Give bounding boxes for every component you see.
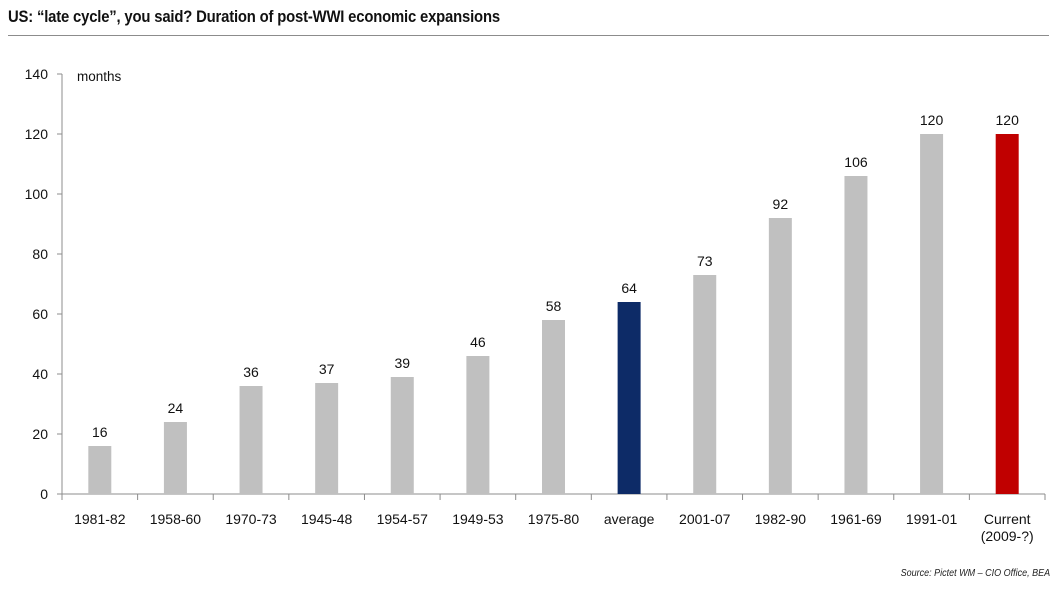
y-axis: 0 20 40 60 80 100 120 140 — [25, 66, 63, 502]
bar-11 — [920, 134, 944, 494]
x-tick-label: 2001-07 — [679, 511, 731, 527]
x-tick-label: 1975-80 — [528, 511, 580, 527]
bar-10 — [844, 176, 868, 494]
data-labels: 16 24 36 37 39 46 58 64 73 92 106 120 120 — [92, 112, 1019, 440]
y-tick-label: 0 — [40, 486, 48, 502]
bar-9 — [768, 218, 792, 494]
y-tick-label: 120 — [25, 126, 49, 142]
bar-6 — [542, 320, 565, 494]
x-tick-label: 1961-69 — [830, 511, 882, 527]
bar-4 — [390, 377, 414, 494]
y-tick-label: 20 — [32, 426, 48, 442]
x-tick-label: 1954-57 — [377, 511, 429, 527]
x-tick-label: 1958-60 — [150, 511, 202, 527]
data-label: 24 — [168, 400, 184, 416]
data-label: 46 — [470, 334, 486, 350]
bar-12 — [995, 134, 1019, 494]
data-label: 36 — [243, 364, 259, 380]
x-axis: 1981-82 1958-60 1970-73 1945-48 1954-57 1949-… — [61, 493, 1046, 544]
x-tick-label: average — [604, 511, 655, 527]
bar-3 — [315, 383, 339, 494]
data-label: 120 — [996, 112, 1020, 128]
y-tick-label: 140 — [25, 66, 49, 82]
data-label: 106 — [844, 154, 868, 170]
x-tick-label: 1981-82 — [74, 511, 126, 527]
x-tick-label: 1949-53 — [452, 511, 504, 527]
x-tick-label: 1991-01 — [906, 511, 958, 527]
source-note: Source: Pictet WM – CIO Office, BEA — [900, 568, 1050, 579]
data-label: 58 — [546, 298, 562, 314]
bar-0 — [88, 446, 112, 494]
x-tick-label: 1982-90 — [755, 511, 807, 527]
data-label: 39 — [394, 355, 410, 371]
x-tick-label: 1945-48 — [301, 511, 353, 527]
bar-7 — [617, 302, 641, 494]
x-tick-label: (2009-?) — [981, 528, 1034, 544]
x-tick-label: Current — [984, 511, 1031, 527]
bar-1 — [163, 422, 187, 494]
x-tick-label: 1970-73 — [225, 511, 277, 527]
data-label: 37 — [319, 361, 335, 377]
chart-title: US: “late cycle”, you said? Duration of … — [8, 8, 500, 26]
bar-8 — [693, 275, 717, 494]
data-label: 73 — [697, 253, 713, 269]
title-divider — [8, 35, 1049, 36]
data-label: 92 — [773, 196, 789, 212]
data-label: 16 — [92, 424, 108, 440]
y-tick-label: 60 — [32, 306, 48, 322]
bar-5 — [466, 356, 490, 494]
bars — [88, 134, 1019, 494]
y-axis-label: months — [77, 69, 122, 84]
bar-2 — [239, 386, 263, 494]
y-tick-label: 40 — [32, 366, 48, 382]
data-label: 64 — [621, 280, 637, 296]
y-tick-label: 100 — [25, 186, 49, 202]
y-tick-label: 80 — [32, 246, 48, 262]
data-label: 120 — [920, 112, 944, 128]
